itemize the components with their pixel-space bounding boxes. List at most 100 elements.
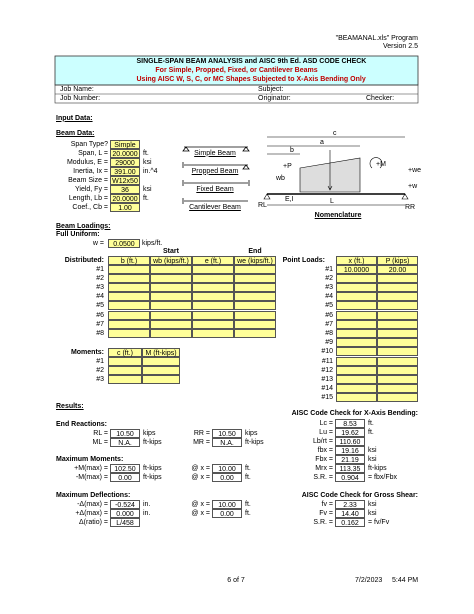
input-cell: [150, 319, 192, 329]
input-cell: [192, 282, 234, 292]
diagram-label: wb: [276, 174, 285, 182]
row-label: #5: [96, 302, 104, 310]
input-cell: [377, 393, 418, 403]
section-heading: Maximum Deflections:: [56, 491, 131, 499]
result-cell: 10.50: [212, 428, 242, 438]
field-label: Span Type?: [70, 140, 108, 148]
input-cell: [108, 356, 142, 366]
row-label: #2: [96, 366, 104, 374]
input-cell: 391.00: [110, 166, 140, 176]
input-cell: [336, 292, 377, 302]
job-label: Originator:: [258, 95, 291, 102]
input-cell: [108, 301, 150, 311]
row-label: #15: [321, 394, 333, 402]
unit: ft-kips: [143, 464, 162, 472]
input-cell: 0.0500: [108, 238, 140, 248]
unit: ksi: [368, 446, 377, 454]
input-cell: [377, 273, 418, 283]
job-label: Job Name:: [60, 86, 94, 93]
input-cell: [192, 264, 234, 274]
input-cell: [336, 301, 377, 311]
result-label: Fbx =: [315, 455, 333, 463]
footer: 7/2/2023: [355, 576, 383, 584]
input-cell: [234, 292, 276, 302]
input-cell: 20.0000: [110, 193, 140, 203]
result-cell: 102.50: [110, 463, 140, 473]
heading: Full Uniform:: [56, 230, 100, 238]
input-cell: [234, 328, 276, 338]
result-cell: -0.524: [110, 499, 140, 509]
unit: kips: [143, 429, 156, 437]
footer: 5:44 PM: [392, 576, 419, 584]
input-cell: [234, 282, 276, 292]
input-cell: [377, 319, 418, 329]
unit: kips/ft.: [142, 239, 163, 247]
result-label: Lc =: [319, 419, 333, 427]
input-cell: [108, 292, 150, 302]
unit: = fv/Fv: [368, 518, 390, 526]
input-cell: [336, 356, 377, 366]
unit: ksi: [368, 455, 377, 463]
heading: Results:: [56, 402, 84, 410]
result-label: +Δ(max) =: [75, 509, 108, 517]
diagram-label: RL: [258, 201, 267, 209]
unit: in.: [143, 500, 151, 508]
input-cell: [150, 282, 192, 292]
row-label: #1: [96, 265, 104, 273]
row-label: #6: [96, 311, 104, 319]
input-cell: [150, 292, 192, 302]
result-cell: 0.00: [110, 472, 140, 482]
result-label: @ x =: [191, 509, 210, 517]
input-cell: [192, 301, 234, 311]
result-cell: 0.904: [335, 472, 365, 482]
unit: ksi: [368, 500, 377, 508]
unit: ft.: [245, 500, 251, 508]
field-label: Beam Size =: [68, 176, 108, 184]
section-label: Distributed:: [64, 256, 104, 264]
input-cell: 20.00: [377, 264, 418, 274]
result-cell: 110.60: [335, 436, 365, 446]
input-cell: [108, 319, 150, 329]
result-label: fv =: [321, 500, 333, 508]
input-cell: [377, 338, 418, 348]
result-label: -Δ(max) =: [77, 500, 108, 508]
input-cell: [336, 328, 377, 338]
input-cell: [150, 301, 192, 311]
result-label: @ x =: [191, 473, 210, 481]
row-label: #2: [96, 274, 104, 282]
unit: kips: [245, 429, 258, 437]
result-label: @ x =: [191, 464, 210, 472]
input-cell: [377, 384, 418, 394]
heading: Beam Data:: [56, 129, 95, 137]
input-cell: [108, 328, 150, 338]
input-cell: [108, 374, 142, 384]
column-header: e (ft.): [192, 255, 234, 265]
result-label: RR =: [193, 429, 210, 437]
input-cell: [377, 282, 418, 292]
input-cell: [192, 273, 234, 283]
field-label: Inertia, Ix =: [73, 167, 108, 175]
row-label: #2: [325, 274, 333, 282]
diagram-label: b: [290, 146, 294, 154]
section-label: Point Loads:: [282, 256, 325, 264]
input-cell: [150, 264, 192, 274]
result-label: MR =: [193, 438, 210, 446]
field-label: Coef., Cb =: [72, 203, 108, 211]
input-cell: [377, 374, 418, 384]
input-cell: 20.0000: [110, 148, 140, 158]
beam-type: Fixed Beam: [196, 185, 234, 193]
result-label: S.R. =: [313, 518, 333, 526]
section-heading: AISC Code Check for X-Axis Bending:: [291, 409, 418, 417]
column-header: c (ft.): [108, 347, 142, 357]
column-group: Start: [163, 247, 179, 255]
row-label: #3: [96, 283, 104, 291]
section-heading: End Reactions:: [56, 420, 107, 428]
subtitle: Using AISC W, S, C, or MC Shapes Subject…: [136, 75, 366, 83]
result-label: -M(max) =: [75, 473, 108, 481]
row-label: #13: [321, 375, 333, 383]
unit: ft-kips: [143, 438, 162, 446]
result-cell: N.A.: [110, 437, 140, 447]
result-cell: 14.40: [335, 508, 365, 518]
footer: 6 of 7: [227, 576, 245, 584]
